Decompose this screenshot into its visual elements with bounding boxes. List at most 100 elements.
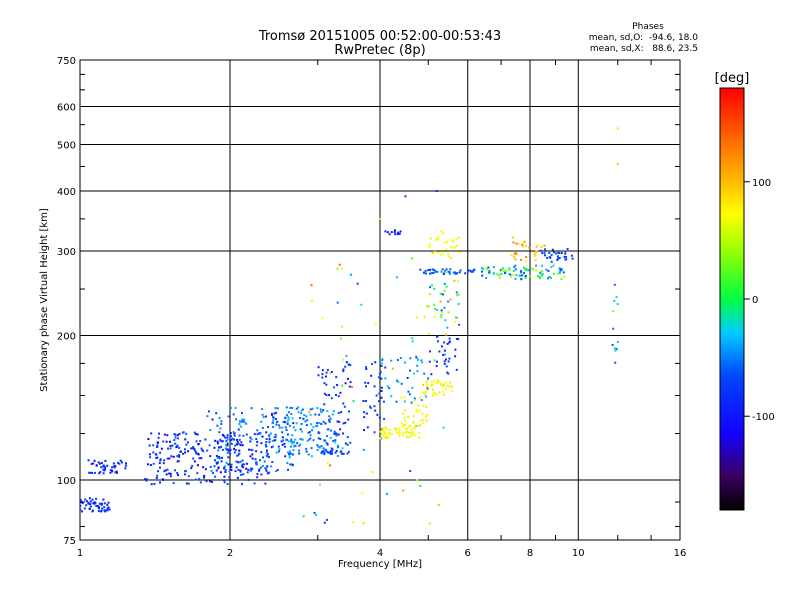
data-point (81, 510, 83, 513)
data-point (289, 445, 292, 448)
data-point (118, 462, 121, 465)
data-point (330, 447, 333, 450)
data-point (514, 252, 517, 255)
data-point (291, 406, 294, 409)
data-point (388, 429, 391, 432)
data-point (187, 482, 190, 485)
data-point (157, 470, 160, 473)
data-point (441, 384, 444, 387)
data-point (404, 195, 407, 198)
data-point (281, 443, 284, 446)
data-point (273, 412, 276, 415)
data-point (340, 411, 343, 414)
data-point (326, 369, 329, 371)
data-point (328, 451, 331, 454)
data-point (223, 465, 226, 468)
data-point (202, 450, 205, 453)
data-point (107, 506, 110, 509)
data-point (402, 412, 405, 415)
data-point (374, 323, 377, 326)
data-point (229, 442, 232, 445)
data-point (104, 466, 107, 468)
data-point (417, 404, 420, 407)
data-point (440, 345, 443, 348)
data-point (255, 450, 258, 453)
data-point (347, 418, 350, 421)
data-point (447, 372, 450, 375)
data-point (351, 521, 354, 524)
data-point (418, 409, 421, 412)
data-point (276, 469, 279, 471)
data-point (424, 269, 427, 272)
data-point (301, 408, 304, 411)
data-point (239, 470, 242, 473)
data-point (442, 383, 445, 386)
data-point (270, 446, 273, 449)
data-point (103, 502, 106, 505)
data-point (302, 515, 305, 518)
data-point (534, 253, 537, 256)
data-point (224, 471, 227, 473)
data-point (543, 251, 546, 254)
data-point (562, 271, 565, 274)
data-point (234, 449, 237, 451)
data-point (442, 232, 445, 235)
data-point (241, 412, 243, 415)
data-point (547, 269, 550, 272)
data-point (249, 469, 252, 472)
data-point (176, 472, 179, 474)
data-point (292, 422, 295, 425)
data-point (125, 462, 127, 465)
data-point (265, 449, 268, 452)
data-point (310, 299, 313, 302)
data-point (229, 435, 232, 438)
data-point (289, 463, 292, 466)
data-point (325, 383, 328, 386)
data-point (261, 426, 264, 429)
data-point (245, 433, 248, 436)
data-point (207, 410, 210, 413)
data-point (119, 459, 122, 462)
data-point (395, 400, 398, 403)
data-point (97, 510, 100, 513)
data-point (451, 386, 454, 389)
data-point (419, 268, 422, 271)
data-point (242, 466, 245, 469)
stats-line-x: mean, sd,X: 88.6, 23.5 (590, 44, 698, 54)
data-point (438, 350, 441, 353)
data-point (382, 426, 385, 429)
data-point (93, 502, 96, 505)
data-point (378, 400, 380, 403)
data-point (468, 269, 471, 272)
data-point (322, 409, 325, 412)
data-point (415, 410, 418, 413)
data-point (525, 260, 528, 263)
data-points (80, 127, 619, 525)
data-point (218, 431, 221, 434)
data-point (380, 390, 383, 392)
data-point (80, 498, 82, 501)
data-point (442, 426, 445, 429)
data-point (197, 453, 200, 456)
data-point (424, 272, 427, 275)
data-point (425, 395, 428, 398)
data-point (499, 269, 502, 272)
data-point (175, 446, 178, 449)
data-point (337, 395, 340, 398)
data-point (229, 452, 232, 455)
data-point (102, 464, 105, 467)
data-point (163, 470, 166, 473)
data-point (250, 438, 253, 441)
data-point (184, 451, 186, 454)
data-point (214, 475, 217, 478)
data-point (242, 434, 245, 437)
data-point (248, 448, 251, 451)
data-point (454, 272, 457, 275)
data-point (109, 471, 112, 474)
data-point (325, 375, 327, 378)
data-point (425, 381, 428, 384)
data-point (365, 412, 368, 415)
data-point (449, 298, 452, 301)
data-point (216, 440, 219, 443)
data-point (289, 440, 292, 443)
